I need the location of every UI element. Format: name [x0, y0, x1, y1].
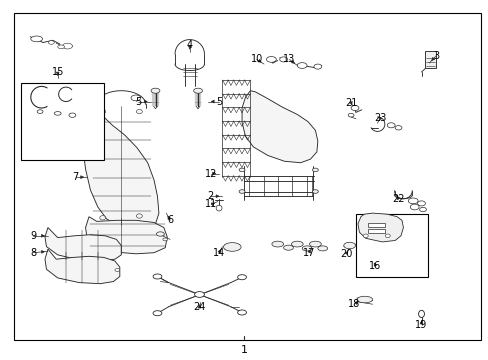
Ellipse shape — [153, 311, 162, 316]
Bar — [20, 83, 103, 160]
Ellipse shape — [271, 241, 283, 247]
Ellipse shape — [151, 88, 160, 93]
Text: 21: 21 — [344, 98, 357, 108]
Ellipse shape — [136, 214, 142, 218]
Ellipse shape — [223, 243, 241, 251]
Text: 4: 4 — [186, 40, 192, 50]
Bar — [355, 214, 427, 277]
Ellipse shape — [54, 112, 61, 115]
Ellipse shape — [194, 292, 204, 297]
Text: 3: 3 — [432, 51, 438, 61]
Ellipse shape — [37, 110, 43, 113]
Ellipse shape — [69, 113, 76, 117]
Ellipse shape — [153, 274, 162, 279]
Text: 9: 9 — [30, 231, 36, 241]
Ellipse shape — [407, 198, 417, 204]
Ellipse shape — [343, 242, 355, 249]
Ellipse shape — [347, 113, 353, 117]
Text: 14: 14 — [212, 248, 225, 258]
Ellipse shape — [302, 246, 311, 251]
Ellipse shape — [291, 241, 303, 247]
Text: 12: 12 — [204, 168, 217, 179]
Text: 20: 20 — [339, 249, 352, 259]
Ellipse shape — [216, 205, 222, 211]
Text: 2: 2 — [207, 191, 213, 201]
Ellipse shape — [279, 57, 287, 62]
Ellipse shape — [394, 126, 401, 130]
Ellipse shape — [100, 216, 105, 220]
Text: 16: 16 — [368, 261, 381, 271]
Text: 17: 17 — [302, 248, 315, 258]
Ellipse shape — [371, 258, 378, 264]
Bar — [367, 229, 384, 233]
Ellipse shape — [312, 168, 318, 172]
Ellipse shape — [239, 190, 244, 193]
Ellipse shape — [237, 310, 246, 315]
Ellipse shape — [239, 168, 244, 172]
Text: 5: 5 — [216, 96, 222, 107]
Text: 11: 11 — [204, 199, 217, 210]
Ellipse shape — [313, 64, 321, 69]
Ellipse shape — [297, 63, 306, 68]
Bar — [367, 223, 384, 227]
Ellipse shape — [317, 246, 327, 251]
Bar — [425, 51, 435, 68]
Text: 23: 23 — [373, 113, 386, 123]
Ellipse shape — [131, 95, 141, 101]
Ellipse shape — [31, 36, 42, 42]
Polygon shape — [45, 228, 121, 261]
Text: 5: 5 — [135, 96, 141, 107]
Text: 7: 7 — [73, 172, 79, 182]
Polygon shape — [85, 217, 167, 254]
Text: 6: 6 — [167, 215, 173, 225]
Ellipse shape — [156, 232, 164, 236]
Ellipse shape — [312, 190, 318, 193]
Ellipse shape — [163, 238, 167, 241]
Polygon shape — [45, 249, 120, 284]
Text: 8: 8 — [30, 248, 36, 258]
Ellipse shape — [58, 45, 64, 49]
Ellipse shape — [100, 109, 105, 114]
Text: 22: 22 — [391, 194, 404, 204]
Polygon shape — [357, 213, 403, 242]
Ellipse shape — [417, 201, 425, 206]
Text: 1: 1 — [241, 345, 247, 355]
Ellipse shape — [419, 207, 426, 212]
Ellipse shape — [136, 109, 142, 114]
Ellipse shape — [309, 241, 321, 247]
Polygon shape — [242, 91, 317, 163]
Text: 19: 19 — [414, 320, 427, 330]
Text: 15: 15 — [51, 67, 64, 77]
Ellipse shape — [266, 57, 276, 62]
Text: 13: 13 — [283, 54, 295, 64]
Ellipse shape — [283, 245, 293, 250]
Ellipse shape — [363, 234, 367, 238]
Ellipse shape — [237, 275, 246, 280]
Ellipse shape — [115, 269, 120, 271]
Polygon shape — [83, 104, 159, 231]
Ellipse shape — [385, 234, 389, 238]
Text: 24: 24 — [193, 302, 205, 312]
Ellipse shape — [386, 123, 394, 128]
Ellipse shape — [350, 105, 358, 111]
Ellipse shape — [409, 204, 418, 210]
Text: 10: 10 — [250, 54, 263, 64]
Ellipse shape — [356, 296, 372, 303]
Text: 18: 18 — [347, 299, 360, 309]
Ellipse shape — [193, 88, 202, 93]
Ellipse shape — [418, 310, 424, 318]
Ellipse shape — [48, 41, 54, 44]
